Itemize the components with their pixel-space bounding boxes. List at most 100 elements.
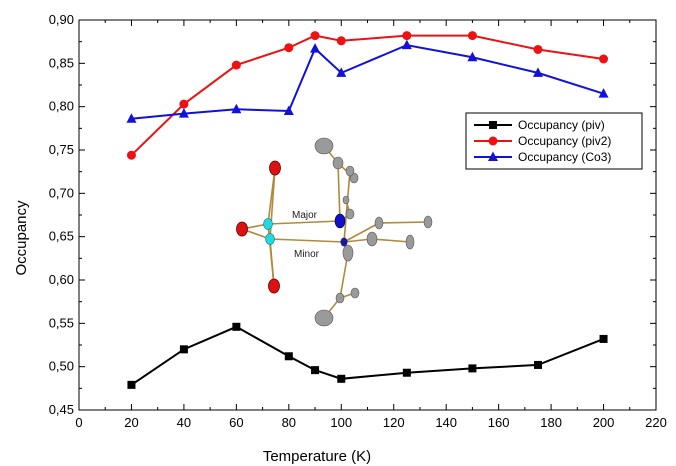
oxygen-atom [269,160,281,176]
gray-atom [332,156,344,170]
molecule-bond [371,238,411,243]
gray-atom [345,208,355,220]
y-tick-label: 0,80 [49,99,74,114]
data-point [599,334,608,343]
gray-atom [342,244,354,262]
x-tick-label: 80 [282,415,296,430]
legend-entry: Occupancy (Co3) [518,150,611,164]
gray-atom [374,216,384,230]
data-point [127,380,136,389]
gray-atom [314,137,334,155]
y-tick-label: 0,60 [49,272,74,287]
gray-atom [366,231,378,247]
x-tick-label: 0 [75,415,82,430]
series-1 [127,322,608,389]
data-point [231,103,242,114]
major-label: Major [292,210,318,221]
y-tick-label: 0,90 [49,12,74,27]
x-tick-label: 200 [593,415,615,430]
data-point [599,54,609,64]
y-tick-label: 0,50 [49,359,74,374]
legend-entry: Occupancy (piv2) [518,134,611,148]
x-tick-label: 180 [540,415,562,430]
data-point [284,352,293,361]
legend-marker [488,136,498,146]
series-2 [126,31,609,160]
x-tick-label: 140 [435,415,457,430]
data-point [598,88,609,98]
data-point [179,345,188,354]
gray-atom [405,234,415,250]
data-point [179,99,189,109]
data-point [336,67,347,77]
data-point [402,368,411,377]
molecule-bond [269,238,345,243]
y-tick-label: 0,70 [49,185,74,200]
series-layer [126,31,609,389]
x-tick-label: 60 [229,415,243,430]
series-line [130,34,604,156]
legend: Occupancy (piv) Occupancy (piv2) Occupancy… [465,112,643,170]
data-point [283,105,294,115]
data-point [178,108,189,118]
legend-marker [489,121,497,129]
x-tick-label: 40 [177,415,191,430]
gray-atom [345,165,355,177]
x-tick-label: 220 [645,415,667,430]
gray-atom [350,287,360,299]
legend-entry: Occupancy (piv) [518,118,605,132]
ticks: 0 20 40 60 80 100 120 140 160 180 200 220 0,45 0,50 0,… [49,12,667,430]
molecule-bond [378,221,429,224]
gray-atom [335,292,345,304]
data-point [310,31,320,41]
data-point [402,31,412,41]
series-line [130,325,604,386]
y-tick-label: 0,65 [49,229,74,244]
oxygen-atom [268,278,280,294]
legend-marker [488,151,498,161]
gray-atom [423,215,433,229]
x-tick-label: 100 [330,415,352,430]
data-point [337,374,346,383]
x-tick-label: 20 [124,415,138,430]
data-point [232,322,241,331]
data-point [311,366,320,375]
oxygen-atom [236,221,248,237]
molecule-bond [267,220,341,225]
data-point [231,60,241,70]
data-point [401,39,412,50]
x-axis-title: Temperature (K) [263,448,371,465]
data-point [467,31,477,41]
data-point [310,43,321,53]
cobalt-atom-minor [340,237,348,247]
y-tick-label: 0,85 [49,55,74,70]
data-point [467,51,478,62]
minor-label: Minor [294,249,320,260]
x-tick-label: 160 [488,415,510,430]
gray-atom [314,309,334,327]
series-3 [126,39,609,123]
gray-atom [342,195,350,205]
molecule-inset: Major Minor [236,137,433,327]
y-axis-title: Occupancy [13,200,30,276]
cobalt-atom [334,213,346,229]
y-tick-label: 0,75 [49,142,74,157]
molecule-bond [343,170,351,243]
series-line [131,44,604,120]
data-point [468,364,477,373]
data-point [284,43,294,53]
molecule-bond [337,162,341,222]
carbon-atom-cyan [263,218,273,230]
data-point [532,67,543,77]
data-point [126,150,136,160]
carbon-atom-cyan [265,233,275,245]
data-point [533,44,543,54]
y-tick-label: 0,55 [49,315,74,330]
data-point [126,113,137,123]
data-point [533,360,542,369]
x-tick-label: 120 [383,415,405,430]
molecule-bond [269,238,275,287]
data-point [336,36,346,46]
